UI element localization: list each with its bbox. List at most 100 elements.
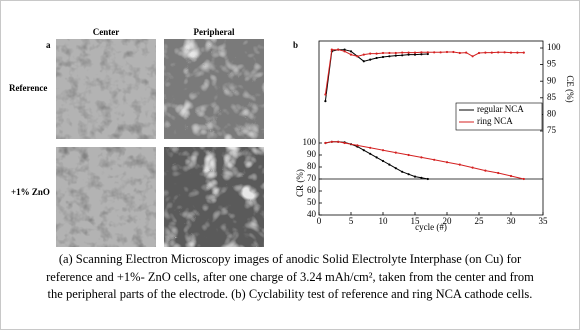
point (516, 51, 519, 54)
point (401, 54, 404, 57)
point (407, 51, 410, 54)
point (420, 51, 423, 54)
point (330, 140, 333, 143)
point (426, 52, 429, 56)
y-tick-label: 40 (307, 209, 317, 219)
y2-tick-label: 80 (547, 108, 557, 118)
panel-label: a (46, 40, 51, 50)
point (484, 51, 487, 54)
point (471, 166, 474, 169)
y-tick-label: 80 (307, 161, 317, 171)
sem-texture (56, 39, 156, 139)
legend-label: ring NCA (477, 116, 513, 126)
point (426, 177, 429, 181)
point (484, 169, 487, 172)
point (407, 173, 410, 176)
point (509, 174, 513, 178)
y-tick-label: 50 (307, 197, 317, 207)
point (369, 58, 372, 61)
point (375, 156, 378, 159)
point (445, 50, 449, 54)
point (452, 50, 455, 54)
point (522, 51, 525, 54)
point (426, 51, 429, 54)
point (349, 50, 353, 53)
series-line (325, 141, 428, 180)
point (413, 53, 417, 56)
caption: (a) Scanning Electron Microscopy images … (1, 251, 579, 304)
y2-axis-label: CE (%) (565, 75, 575, 102)
caption-line: reference and +1%- ZnO cells, after one … (46, 269, 534, 284)
legend-label: regular NCA (477, 104, 524, 114)
point (439, 51, 442, 54)
point (362, 53, 365, 56)
x-tick-label: 25 (475, 216, 485, 226)
sem-texture (56, 147, 156, 247)
point (330, 48, 333, 51)
point (407, 53, 410, 56)
point (394, 151, 397, 154)
point (388, 163, 391, 166)
point (343, 141, 346, 145)
row-label: Reference (9, 83, 47, 93)
x-tick-label: 20 (443, 216, 453, 226)
point (349, 53, 353, 56)
point (324, 100, 327, 103)
point (356, 55, 359, 58)
point (420, 156, 423, 159)
point (388, 51, 391, 55)
y2-tick-label: 75 (547, 125, 557, 135)
sem-images (56, 39, 264, 247)
point (381, 51, 385, 55)
x-tick-label: 30 (507, 216, 517, 226)
x-tick-label: 10 (379, 216, 389, 226)
point (394, 51, 397, 55)
point (337, 48, 340, 51)
y-tick-label: 70 (307, 173, 317, 183)
sem-texture (164, 39, 264, 139)
y2-tick-label: 100 (547, 42, 561, 52)
point (401, 170, 404, 173)
point (381, 159, 385, 163)
point (477, 51, 481, 55)
point (375, 52, 378, 55)
point (343, 48, 346, 51)
point (490, 51, 493, 54)
y-tick-label: 60 (307, 185, 317, 195)
y2-tick-label: 95 (547, 59, 557, 69)
y-tick-label: 100 (303, 137, 317, 147)
point (388, 55, 391, 58)
x-tick-label: 35 (539, 216, 549, 226)
point (458, 51, 461, 55)
x-tick-label: 0 (317, 216, 322, 226)
point (394, 167, 397, 170)
legend-box (455, 102, 543, 131)
point (337, 140, 340, 143)
point (343, 50, 346, 53)
point (407, 153, 410, 157)
point (324, 141, 327, 145)
point (420, 176, 423, 179)
point (465, 51, 468, 54)
point (445, 161, 449, 164)
point (522, 177, 525, 181)
x-axis-label: cycle (#) (415, 222, 447, 232)
point (375, 56, 378, 60)
point (420, 53, 423, 56)
point (369, 52, 372, 55)
caption-line: the peripheral parts of the electrode. (… (47, 287, 533, 301)
point (503, 51, 506, 54)
x-tick-label: 5 (349, 216, 354, 226)
figure: a Center Peripheral Reference +1% ZnO b … (9, 27, 575, 247)
y2-tick-label: 90 (547, 75, 557, 85)
caption-line: (a) Scanning Electron Microscopy images … (58, 252, 522, 266)
plot-frame (318, 40, 544, 216)
point (381, 149, 385, 152)
column-label: Center (93, 27, 120, 37)
row-label: +1% ZnO (11, 187, 50, 197)
point (433, 158, 436, 161)
series-line (324, 49, 524, 95)
sem-texture (164, 147, 264, 247)
point (356, 144, 359, 147)
